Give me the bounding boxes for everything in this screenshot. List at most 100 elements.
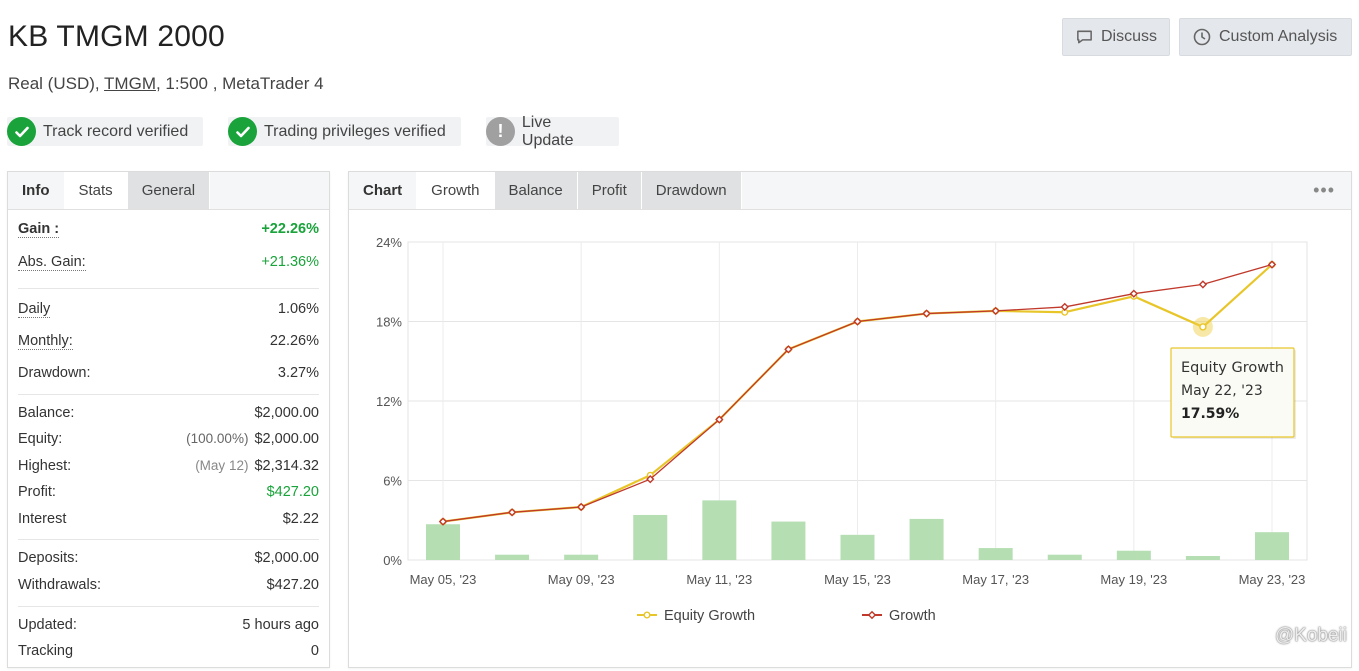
check-icon bbox=[228, 117, 257, 146]
stat-value: 3.27% bbox=[277, 365, 319, 381]
stat-value: $2,000.00 bbox=[254, 431, 319, 447]
custom-analysis-label: Custom Analysis bbox=[1219, 28, 1338, 45]
divider bbox=[18, 606, 319, 607]
clock-icon bbox=[1193, 28, 1211, 46]
account-type: Real (USD), bbox=[8, 74, 100, 93]
divider bbox=[18, 539, 319, 540]
stat-equity: Equity: (100.00%) $2,000.00 bbox=[18, 431, 319, 447]
stat-highest: Highest: (May 12) $2,314.32 bbox=[18, 458, 319, 474]
bar bbox=[1116, 550, 1151, 560]
stats-panel: Info Stats General Gain : +22.26% Abs. G… bbox=[7, 171, 330, 668]
legend-marker bbox=[643, 611, 651, 619]
data-point bbox=[576, 502, 586, 512]
stat-value: $2,314.32 bbox=[254, 458, 319, 474]
stat-label[interactable]: Abs. Gain: bbox=[18, 254, 86, 271]
data-point bbox=[507, 508, 517, 517]
stat-label: Balance: bbox=[18, 405, 75, 421]
stat-gain: Gain : +22.26% bbox=[18, 221, 319, 238]
bar bbox=[840, 534, 875, 560]
badge-trading-privileges: Trading privileges verified bbox=[228, 117, 461, 146]
stat-monthly: Monthly: 22.26% bbox=[18, 333, 319, 350]
stats-tabbar: Info Stats General bbox=[8, 172, 329, 210]
x-tick-label: May 17, '23 bbox=[962, 572, 1029, 587]
tab-balance[interactable]: Balance bbox=[494, 172, 578, 209]
tab-general[interactable]: General bbox=[127, 172, 211, 209]
stat-value: 0 bbox=[310, 643, 319, 659]
data-point bbox=[1267, 260, 1277, 269]
stat-tracking: Tracking 0 bbox=[18, 643, 319, 659]
check-icon bbox=[7, 117, 36, 146]
more-options-icon[interactable]: ••• bbox=[1313, 180, 1335, 200]
tab-chart: Chart bbox=[349, 172, 418, 209]
stat-label[interactable]: Daily bbox=[18, 301, 51, 318]
stat-label[interactable]: Gain : bbox=[18, 221, 60, 238]
stat-label: Deposits: bbox=[18, 550, 79, 566]
growth-chart[interactable]: 24% 18% 12% 6% 0% May 05, '23 May 09, '23 May … bbox=[349, 210, 1351, 667]
tooltip-box bbox=[1170, 347, 1295, 438]
bar bbox=[495, 554, 530, 560]
data-point bbox=[438, 517, 448, 526]
data-point bbox=[646, 474, 655, 484]
stat-interest: Interest $2.22 bbox=[18, 511, 319, 527]
stat-label: Withdrawals: bbox=[18, 577, 101, 593]
x-tick-label: May 05, '23 bbox=[410, 572, 477, 587]
stat-label: Drawdown: bbox=[18, 365, 91, 381]
tab-drawdown[interactable]: Drawdown bbox=[641, 172, 742, 209]
stat-balance: Balance: $2,000.00 bbox=[18, 405, 319, 421]
comment-icon bbox=[1077, 30, 1092, 44]
badge-label: Track record verified bbox=[43, 122, 189, 140]
bar bbox=[1255, 532, 1289, 560]
badge-label: Trading privileges verified bbox=[264, 122, 446, 140]
bar bbox=[1047, 554, 1082, 560]
chart-panel: Chart Growth Balance Profit Drawdown •••… bbox=[348, 171, 1352, 668]
legend-marker bbox=[867, 610, 877, 620]
bar bbox=[633, 514, 668, 560]
tooltip-value: 17.59% bbox=[1181, 406, 1239, 422]
stat-label: Updated: bbox=[18, 617, 77, 633]
stat-label[interactable]: Monthly: bbox=[18, 333, 73, 350]
stat-value: $427.20 bbox=[266, 577, 319, 593]
exclamation-icon: ! bbox=[486, 117, 515, 146]
data-point bbox=[1198, 280, 1208, 289]
broker-link[interactable]: TMGM bbox=[104, 74, 156, 93]
discuss-button[interactable]: Discuss bbox=[1062, 18, 1170, 56]
stat-profit: Profit: $427.20 bbox=[18, 484, 319, 500]
stat-abs-gain: Abs. Gain: +21.36% bbox=[18, 254, 319, 271]
bar bbox=[909, 518, 944, 560]
data-point bbox=[991, 306, 1000, 316]
stat-value-group: (100.00%) $2,000.00 bbox=[186, 431, 319, 447]
y-tick-label: 18% bbox=[376, 315, 402, 330]
stat-updated: Updated: 5 hours ago bbox=[18, 617, 319, 633]
data-point bbox=[784, 345, 793, 354]
data-point bbox=[715, 415, 724, 424]
stat-value: $2,000.00 bbox=[254, 550, 319, 566]
x-tick-label: May 09, '23 bbox=[548, 572, 615, 587]
stat-value: 5 hours ago bbox=[242, 617, 319, 633]
tab-stats[interactable]: Stats bbox=[64, 172, 128, 209]
custom-analysis-button[interactable]: Custom Analysis bbox=[1179, 18, 1352, 56]
stat-note: (May 12) bbox=[195, 458, 249, 473]
chart-tabbar: Chart Growth Balance Profit Drawdown ••• bbox=[349, 172, 1351, 210]
y-tick-label: 12% bbox=[376, 394, 402, 409]
stat-label: Interest bbox=[18, 511, 67, 527]
x-tick-label: May 19, '23 bbox=[1100, 572, 1167, 587]
x-tick-label: May 23, '23 bbox=[1239, 572, 1306, 587]
tab-growth[interactable]: Growth bbox=[417, 172, 495, 209]
stat-value: $2,000.00 bbox=[254, 405, 319, 421]
tab-profit[interactable]: Profit bbox=[577, 172, 642, 209]
stat-withdrawals: Withdrawals: $427.20 bbox=[18, 577, 319, 593]
bar bbox=[771, 521, 806, 560]
x-tick-label: May 11, '23 bbox=[686, 572, 752, 587]
legend-label: Equity Growth bbox=[664, 608, 755, 624]
stat-daily: Daily 1.06% bbox=[18, 301, 319, 318]
badge-track-record: Track record verified bbox=[7, 117, 203, 146]
y-tick-label: 0% bbox=[383, 553, 402, 568]
stat-note: (100.00%) bbox=[186, 431, 249, 446]
stat-value-group: (May 12) $2,314.32 bbox=[195, 458, 319, 474]
bar bbox=[1185, 556, 1220, 560]
watermark: @Kobeii bbox=[1274, 625, 1347, 646]
stat-deposits: Deposits: $2,000.00 bbox=[18, 550, 319, 566]
bar bbox=[426, 524, 460, 560]
stat-value: $2.22 bbox=[282, 511, 319, 527]
page-title: KB TMGM 2000 bbox=[8, 20, 225, 53]
